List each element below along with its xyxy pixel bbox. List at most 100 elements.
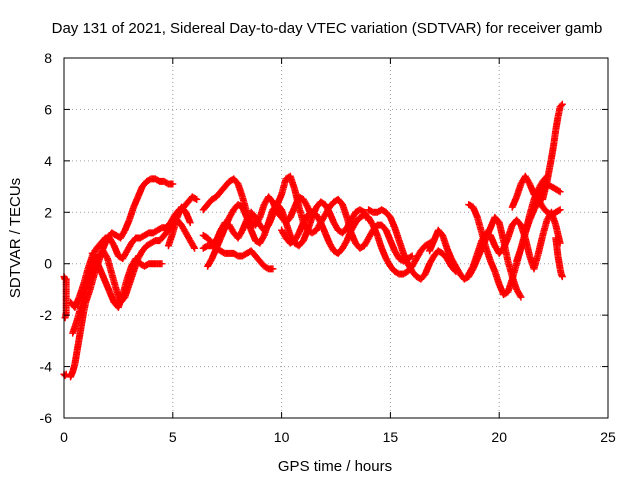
data-point-trail (414, 273, 423, 282)
data-point (169, 180, 177, 188)
data-point-trail (540, 204, 550, 215)
data-point-trail (383, 256, 394, 269)
data-point-trail (296, 194, 306, 203)
data-point-trail (248, 248, 258, 259)
data-point-trail (139, 243, 150, 254)
data-point-trail (274, 202, 285, 212)
data-point-trail (553, 207, 563, 215)
data-point-trail (144, 176, 154, 185)
data-point-trail (201, 232, 210, 241)
data-point-trail (222, 179, 232, 189)
data-point-trail (161, 228, 171, 238)
data-point-trail (292, 240, 302, 249)
data-point-trail (435, 228, 446, 238)
data-point-trail (331, 220, 341, 233)
data-point-trail (94, 240, 104, 251)
data-point-trail (218, 184, 228, 194)
data-point-trail (353, 215, 363, 225)
data-point-trail (227, 176, 236, 185)
data-point (158, 260, 166, 268)
data-point-trail (392, 248, 402, 261)
data-point-trail (67, 369, 76, 380)
x-axis-ticks: 0 5 10 15 20 25 (60, 58, 616, 445)
data-point-trail (292, 230, 302, 243)
data-point-trail (466, 264, 476, 276)
x-axis-label: GPS time / hours (278, 458, 392, 475)
data-point-trail (509, 217, 520, 228)
data-point-trail (496, 246, 506, 256)
data-point-trail (139, 179, 150, 189)
data-point (61, 372, 69, 380)
data-point-trail (335, 246, 345, 256)
y-tick-label: -4 (40, 359, 53, 375)
data-point-trail (409, 256, 420, 269)
chart-title: Day 131 of 2021, Sidereal Day-to-day VTE… (52, 20, 603, 37)
data-point-trail (253, 237, 262, 246)
data-point-trail (383, 210, 393, 220)
data-point-trail (120, 248, 130, 261)
data-point-trail (257, 258, 267, 269)
data-point-trail (236, 201, 245, 210)
data-point-trail (314, 199, 324, 210)
series-arc-11 (278, 208, 438, 278)
data-point-trail (155, 225, 164, 233)
data-point-trail (522, 174, 533, 186)
data-point-trail (535, 197, 546, 210)
data-point-trail (418, 243, 428, 254)
data-point (543, 172, 551, 180)
data-point-trail (405, 261, 415, 274)
data-point-trail (540, 174, 550, 184)
data-point-trail (353, 207, 362, 215)
y-tick-label: 4 (44, 153, 52, 169)
data-point-trail (318, 199, 328, 208)
data-point-trail (357, 212, 367, 221)
data-point-trail (300, 197, 311, 210)
data-point-trail (185, 194, 195, 205)
data-point-trail (117, 228, 128, 240)
data-point (193, 195, 201, 203)
data-point-trail (244, 248, 254, 257)
data-point-trail (492, 215, 502, 225)
data-point-trail (96, 248, 106, 259)
data-point (558, 273, 566, 281)
y-tick-label: 6 (44, 101, 52, 117)
data-point (556, 206, 564, 214)
data-point-trail (418, 271, 428, 282)
data-point-trail (545, 209, 554, 218)
data-point-trail (326, 241, 337, 253)
data-point-trail (409, 269, 419, 279)
data-point (191, 244, 199, 252)
data-point-trail (205, 235, 215, 246)
data-point-trail (278, 228, 289, 240)
data-point-trail (231, 202, 241, 212)
data-point (186, 219, 194, 227)
series-arc-8 (199, 242, 277, 273)
data-point-trail (379, 222, 389, 233)
x-tick-label: 25 (600, 429, 616, 445)
data-point-trail (310, 227, 319, 236)
data-point-trail (153, 176, 162, 185)
data-point-trail (116, 253, 125, 262)
series-arc-12 (365, 206, 460, 283)
data-point (558, 100, 566, 108)
data-point-trail (348, 210, 359, 222)
data-point-trail (209, 243, 219, 251)
data-point-trail (262, 263, 271, 272)
data-point-trail (426, 254, 437, 266)
data-point-trail (322, 202, 333, 215)
y-tick-label: -2 (40, 307, 53, 323)
data-point-trail (179, 204, 189, 215)
data-point-trail (181, 199, 191, 210)
data-point-trail (204, 256, 215, 269)
series-arc-6 (88, 249, 166, 311)
series-arc-5 (69, 216, 199, 337)
data-point-trail (327, 199, 337, 210)
data-point-trail (331, 248, 341, 257)
data-point-trail (397, 255, 406, 264)
data-point-trail (100, 248, 111, 261)
data-point-trail (431, 248, 441, 259)
y-axis-label: SDTVAR / TECUs (7, 178, 24, 298)
data-point-trail (436, 248, 445, 257)
data-point-trail (205, 197, 215, 207)
